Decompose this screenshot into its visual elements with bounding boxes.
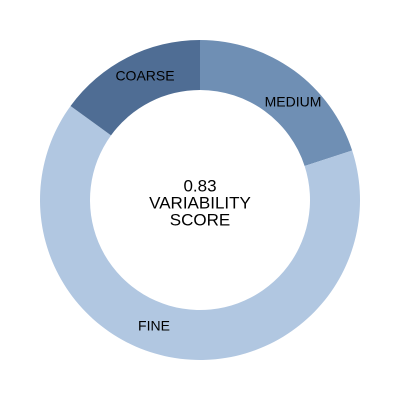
slice-medium — [200, 40, 353, 167]
slice-labels: MEDIUM FINE COARSE — [115, 68, 321, 334]
center-value: 0.83 — [183, 176, 216, 195]
slice-fine — [39, 105, 360, 361]
center-label-line1: VARIABILITY — [149, 193, 251, 212]
center-label: 0.83 VARIABILITY SCORE — [149, 176, 251, 229]
slice-coarse — [70, 40, 200, 136]
slice-label-fine: FINE — [138, 318, 170, 334]
donut-slices — [39, 40, 360, 361]
slice-label-medium: MEDIUM — [265, 94, 322, 110]
center-label-line2: SCORE — [170, 210, 230, 229]
slice-label-coarse: COARSE — [115, 68, 174, 84]
